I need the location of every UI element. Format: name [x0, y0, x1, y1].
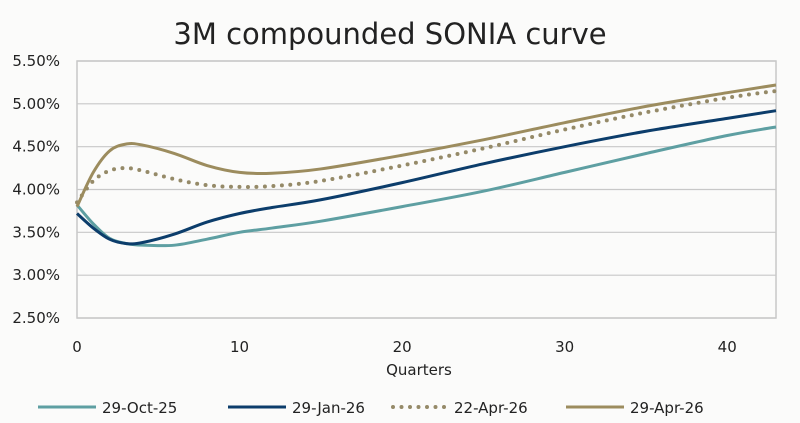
x-tick-label: 0	[72, 338, 82, 356]
legend-label: 22-Apr-26	[454, 399, 528, 417]
y-tick-label: 4.00%	[12, 181, 60, 199]
y-tick-label: 5.00%	[12, 95, 60, 113]
x-axis-label: Quarters	[386, 361, 452, 379]
legend-label: 29-Apr-26	[630, 399, 704, 417]
y-tick-label: 2.50%	[12, 309, 60, 327]
series-line-29-Oct-25	[75, 125, 777, 248]
y-tick-label: 4.50%	[12, 138, 60, 156]
x-tick-label: 40	[718, 338, 737, 356]
y-tick-label: 5.50%	[12, 52, 60, 70]
legend-label: 29-Oct-25	[102, 399, 177, 417]
y-tick-label: 3.50%	[12, 223, 60, 241]
series-line-29-Jan-26	[75, 109, 777, 246]
series-line-22-Apr-26	[75, 88, 778, 205]
legend-label: 29-Jan-26	[292, 399, 365, 417]
x-tick-label: 20	[393, 338, 412, 356]
chart-title: 3M compounded SONIA curve	[173, 17, 606, 51]
x-tick-label: 10	[230, 338, 249, 356]
y-tick-label: 3.00%	[12, 266, 60, 284]
series-line-29-Apr-26	[75, 83, 777, 208]
x-tick-label: 30	[555, 338, 574, 356]
